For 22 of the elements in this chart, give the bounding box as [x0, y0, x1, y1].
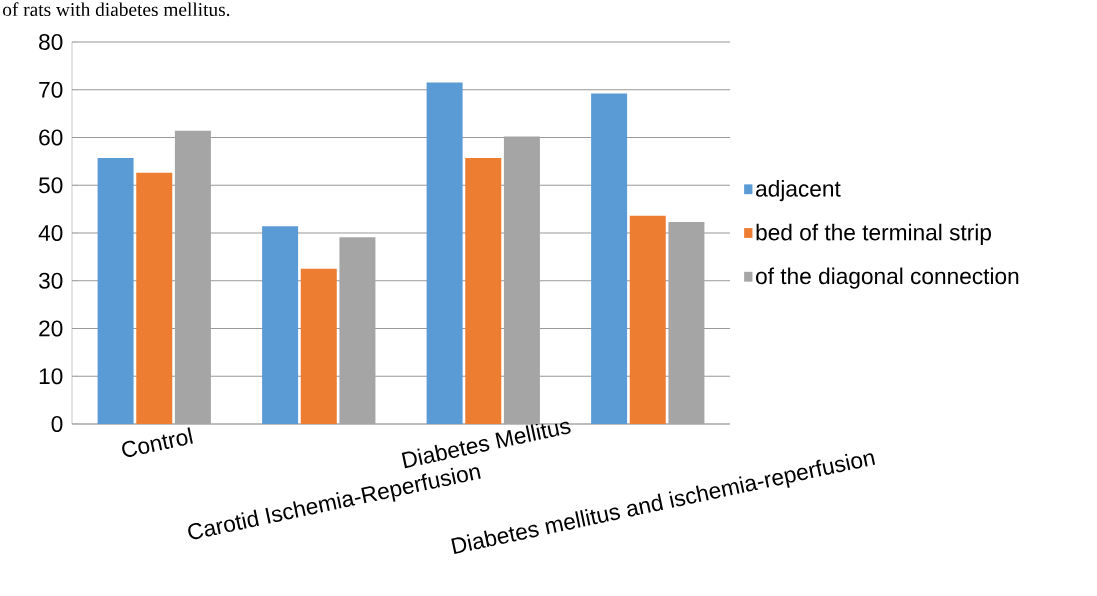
x-tick-label: Diabetes Mellitus — [401, 421, 571, 469]
y-tick-label: 40 — [38, 224, 63, 242]
legend-label: bed of the terminal strip — [756, 223, 991, 245]
y-tick-label: 50 — [39, 177, 63, 194]
legend-label: adjacent — [756, 180, 841, 202]
y-tick-label: 20 — [39, 320, 63, 337]
y-tick-label: 30 — [38, 272, 63, 289]
bar — [591, 93, 628, 424]
text: of rats with diabetes mellitus. — [3, 2, 230, 17]
y-tick-label: 0 — [51, 415, 63, 433]
bar — [629, 215, 666, 424]
legend-label: of the diagonal connection — [756, 267, 1019, 289]
y-tick-label: 70 — [39, 81, 63, 98]
bar — [136, 172, 173, 424]
x-tick-label: Control — [122, 427, 193, 457]
bar — [426, 82, 463, 424]
bar — [97, 158, 134, 424]
bar — [262, 226, 299, 424]
y-tick-label: 10 — [39, 368, 63, 385]
bar — [300, 268, 337, 424]
y-tick-label: 80 — [39, 33, 63, 51]
y-tick-label: 60 — [39, 129, 63, 146]
